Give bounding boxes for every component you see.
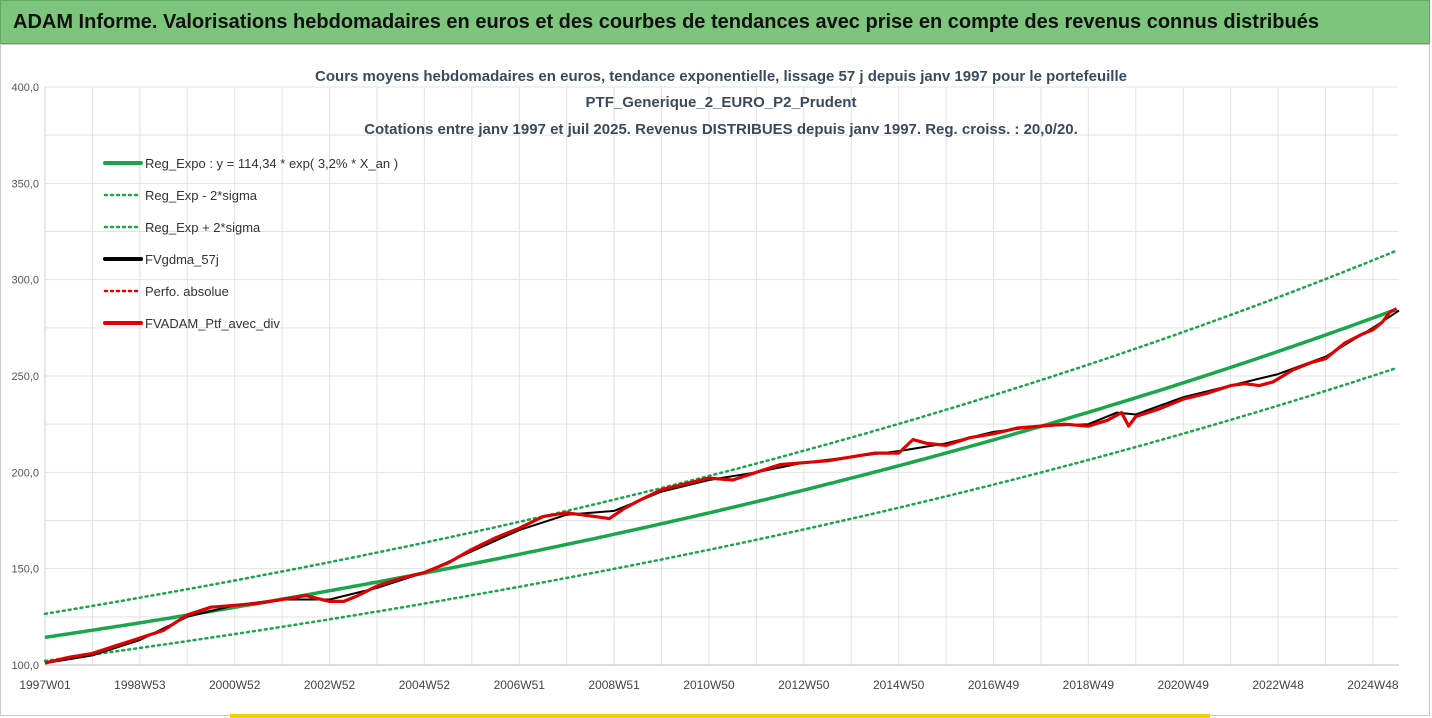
x-tick-label: 2004W52 (399, 678, 451, 692)
bottom-accent-strip (230, 714, 1210, 718)
x-tick-label: 2002W52 (304, 678, 356, 692)
fvadam-ptf-line (44, 307, 1398, 665)
x-tick-label: 2014W50 (873, 678, 925, 692)
legend-label: FVgdma_57j (145, 252, 219, 267)
legend-label: Reg_Exp + 2*sigma (145, 220, 261, 235)
legend-label: Perfo. absolue (145, 284, 229, 299)
x-tick-label: 2018W49 (1063, 678, 1115, 692)
x-tick-label: 2000W52 (209, 678, 261, 692)
chart-grid (44, 86, 1399, 666)
chart-series (43, 249, 1400, 665)
x-tick-label: 2022W48 (1252, 678, 1304, 692)
x-tick-label: 2010W50 (683, 678, 735, 692)
x-tick-label: 2020W49 (1158, 678, 1210, 692)
report-title: ADAM Informe. Valorisations hebdomadaire… (13, 11, 1319, 33)
x-tick-label: 2024W48 (1347, 678, 1399, 692)
y-tick-label: 250,0 (11, 371, 39, 383)
y-tick-label: 100,0 (11, 660, 39, 672)
x-tick-label: 2016W49 (968, 678, 1020, 692)
legend-label: Reg_Expo : y = 114,34 * exp( 3,2% * X_an… (145, 156, 398, 171)
y-tick-label: 400,0 (11, 82, 39, 94)
y-tick-label: 150,0 (11, 564, 39, 576)
chart-frame: 100,0 150,0 200,0 250,0 300,0 350,0 400,0 1997W… (0, 44, 1430, 716)
axis-ticks: 100,0 150,0 200,0 250,0 300,0 350,0 400,0 1997W… (11, 82, 1398, 692)
x-tick-label: 2012W50 (778, 678, 830, 692)
x-tick-label: 1997W01 (19, 678, 71, 692)
y-tick-label: 200,0 (11, 467, 39, 479)
trend-chart: 100,0 150,0 200,0 250,0 300,0 350,0 400,0 1997W… (11, 68, 1400, 692)
fvgdma-57j-line (44, 309, 1400, 665)
chart-legend: Reg_Expo : y = 114,34 * exp( 3,2% * X_an… (103, 156, 398, 331)
chart-subtitle-2: Cotations entre janv 1997 et juil 2025. … (364, 121, 1078, 138)
chart-subtitle: PTF_Generique_2_EURO_P2_Prudent (586, 94, 857, 111)
y-tick-label: 350,0 (11, 178, 39, 190)
chart-title: Cours moyens hebdomadaires en euros, ten… (315, 68, 1127, 85)
legend-label: Reg_Exp - 2*sigma (145, 188, 258, 203)
y-tick-label: 300,0 (11, 275, 39, 287)
x-tick-label: 2006W51 (494, 678, 546, 692)
reg-exp-plus-2sigma-line (43, 249, 1398, 616)
x-tick-label: 2008W51 (588, 678, 640, 692)
x-tick-label: 1998W53 (114, 678, 166, 692)
reg-exp-minus-2sigma-line (43, 366, 1398, 663)
report-banner: ADAM Informe. Valorisations hebdomadaire… (0, 0, 1430, 44)
legend-label: FVADAM_Ptf_avec_div (145, 316, 280, 331)
